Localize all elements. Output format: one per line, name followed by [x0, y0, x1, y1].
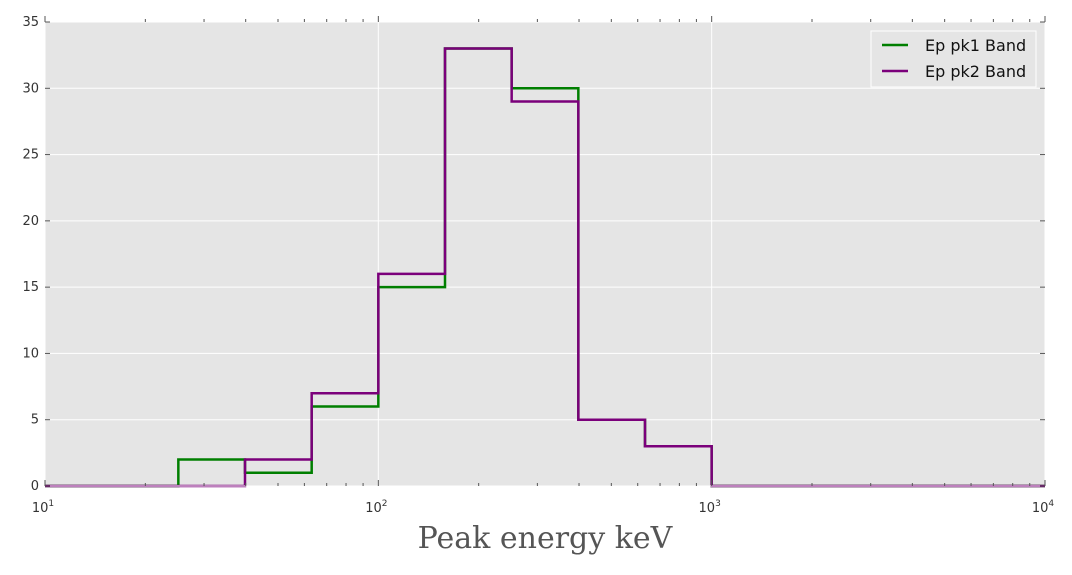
x-tick-label: 103: [699, 499, 721, 516]
x-tick-label: 101: [32, 499, 54, 516]
y-tick-label: 0: [31, 479, 39, 494]
y-tick-label: 15: [22, 280, 39, 295]
y-tick-label: 25: [22, 148, 39, 163]
y-tick-label: 5: [31, 413, 39, 428]
y-tick-label: 30: [22, 81, 39, 96]
legend-label: Ep pk1 Band: [925, 36, 1026, 55]
y-tick-label: 20: [22, 214, 39, 229]
y-tick-label: 10: [22, 346, 39, 361]
legend-box: [870, 30, 1037, 88]
plot-frame: [44, 21, 1046, 487]
x-tick-label: 104: [1032, 499, 1055, 516]
ticks: 0 5 10 15 20 25 30 35 101 102 103 104: [22, 15, 1054, 516]
legend-label: Ep pk2 Band: [925, 62, 1026, 81]
x-tick-label: 102: [365, 499, 387, 516]
x-axis-label: Peak energy keV: [418, 521, 674, 556]
legend: Ep pk1 Band Ep pk2 Band: [870, 30, 1037, 88]
y-tick-label: 35: [22, 15, 39, 30]
plot-background: [45, 22, 1045, 486]
